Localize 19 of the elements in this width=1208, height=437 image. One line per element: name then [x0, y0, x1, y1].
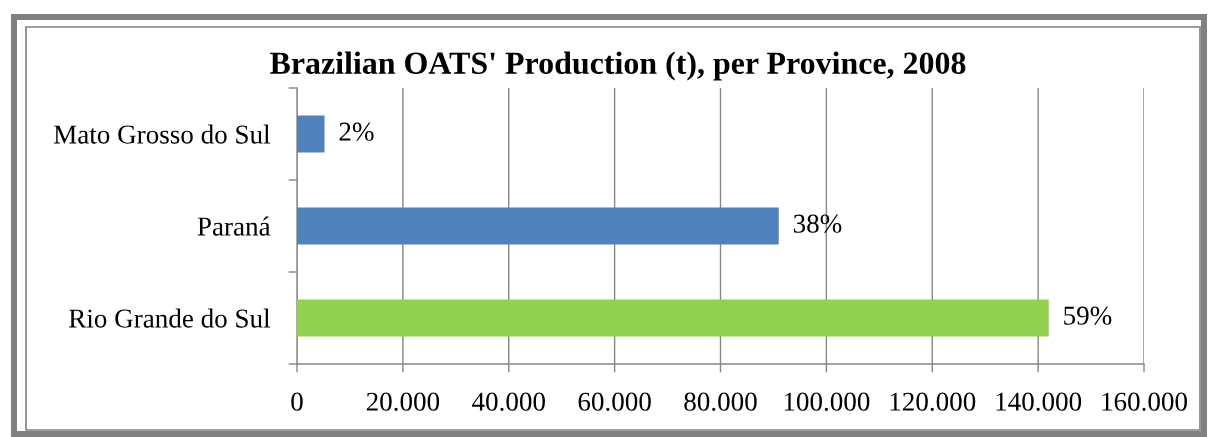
x-tick-label: 120.000 — [890, 392, 976, 411]
x-tick-label: 20.000 — [366, 392, 440, 411]
annotation: 38% — [793, 214, 842, 233]
y-tick-label: Paraná — [197, 216, 271, 236]
bar — [297, 299, 1049, 337]
x-tick-label: 80.000 — [684, 392, 757, 411]
x-tick-label: 60.000 — [578, 392, 651, 411]
x-tick-label: 100.000 — [784, 392, 870, 411]
y-tick-label: Rio Grande do Sul — [69, 308, 271, 328]
annotation: 59% — [1064, 306, 1112, 325]
chart-title: Brazilian OATS' Production (t), per Province, 2008 — [270, 51, 966, 81]
x-tick-label: 40.000 — [472, 392, 545, 411]
x-tick-label: 0 — [291, 392, 303, 411]
bar — [297, 115, 325, 153]
annotation: 2% — [339, 122, 374, 141]
x-tick-label: 160.000 — [1102, 392, 1187, 411]
x-tick-label: 140.000 — [996, 392, 1082, 411]
bar — [297, 207, 779, 245]
y-tick-label: Mato Grosso do Sul — [53, 124, 271, 144]
